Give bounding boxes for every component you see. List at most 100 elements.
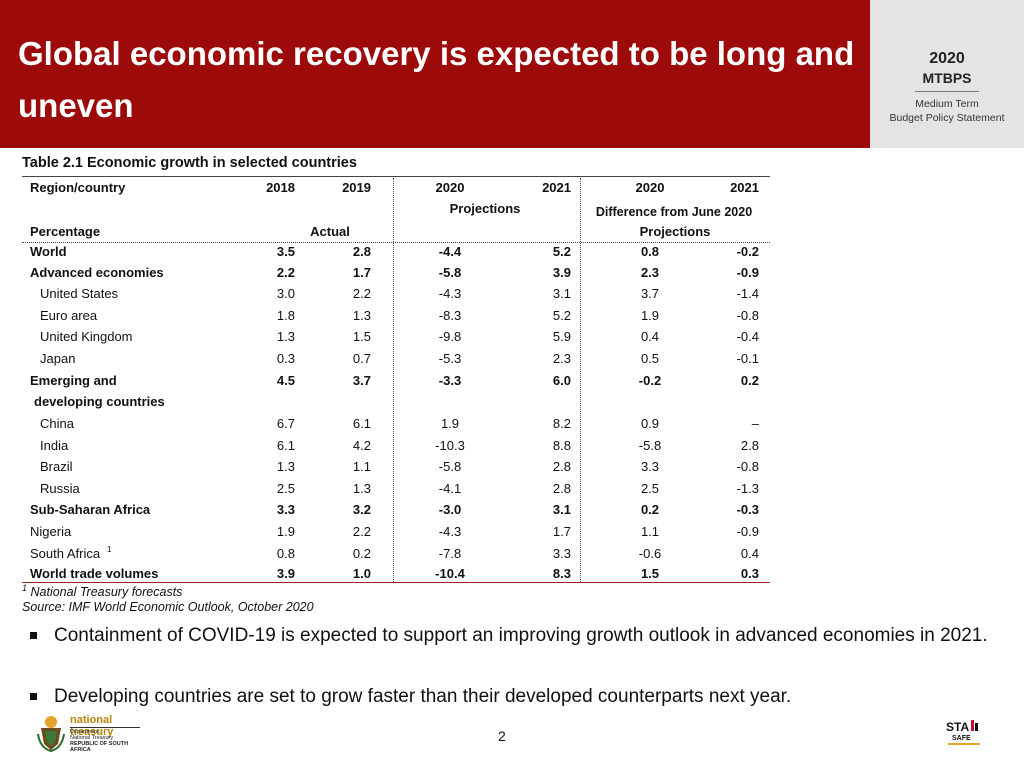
cell-2019: 1.5	[352, 329, 371, 344]
header-percentage: Percentage	[30, 224, 101, 239]
cell-proj-2020: -4.1	[438, 481, 462, 496]
row-label-continued: developing countries	[34, 394, 165, 409]
cell-2018: 4.5	[276, 373, 295, 388]
cell-diff-2020: 0.9	[640, 416, 660, 431]
bullet-2: Developing countries are set to grow fas…	[54, 686, 792, 707]
cell-diff-2020: -0.6	[638, 546, 662, 561]
cell-proj-2021: 8.8	[552, 438, 571, 453]
cell-diff-2020: 3.3	[640, 459, 660, 474]
cell-2018: 6.1	[276, 438, 295, 453]
header-proj-2020: 2020	[435, 180, 465, 195]
logo-sub2: National Treasury	[70, 735, 114, 741]
cell-diff-2021: -0.9	[736, 265, 759, 280]
cell-diff-2020: 3.7	[640, 286, 660, 301]
cell-2019: 2.8	[352, 244, 371, 259]
header-diff-2020: 2020	[635, 180, 665, 195]
header-difference: Difference from June 2020	[595, 205, 753, 219]
cell-2019: 1.3	[352, 308, 371, 323]
cell-proj-2021: 5.9	[552, 329, 571, 344]
brand-line1: Medium Term	[915, 98, 979, 110]
row-label: World	[30, 244, 67, 259]
header-projections: Projections	[449, 201, 521, 216]
cell-diff-2020: -0.2	[638, 373, 662, 388]
row-label: Advanced economies	[30, 265, 164, 280]
cell-proj-2021: 8.3	[552, 566, 571, 581]
cell-2018: 3.5	[276, 244, 295, 259]
cell-2018: 3.0	[276, 286, 295, 301]
cell-proj-2021: 2.3	[552, 351, 571, 366]
cell-diff-2021: -0.2	[736, 244, 759, 259]
cell-diff-2021: -0.1	[736, 351, 759, 366]
row-label: Brazil	[40, 459, 73, 474]
brand-year: 2020	[929, 50, 965, 67]
cell-2018: 1.3	[276, 459, 295, 474]
cell-proj-2020: -10.3	[435, 438, 465, 453]
cell-2018: 3.3	[276, 502, 295, 517]
header-region: Region/country	[30, 180, 126, 195]
cell-diff-2021: 0.2	[740, 373, 759, 388]
bullet-marker-2	[30, 693, 37, 700]
cell-proj-2020: -5.8	[438, 459, 462, 474]
header-bottom-rule	[22, 242, 770, 243]
cell-diff-2021: –	[751, 416, 759, 431]
logo-rule	[70, 727, 140, 728]
cell-2019: 1.1	[352, 459, 371, 474]
header-actual: Actual	[310, 224, 350, 239]
cell-2019: 0.2	[352, 546, 371, 561]
cell-proj-2020: 1.9	[440, 416, 460, 431]
header-diff-2021: 2021	[730, 180, 759, 195]
cell-proj-2020: -3.3	[438, 373, 462, 388]
logo-sub3: REPUBLIC OF SOUTH AFRICA	[70, 741, 129, 753]
footnote-text: National Treasury forecasts	[30, 585, 183, 600]
header-projections-2: Projections	[639, 224, 711, 239]
cell-diff-2020: 0.8	[640, 244, 660, 259]
header-proj-2021: 2021	[542, 180, 571, 195]
table-title: Table 2.1 Economic growth in selected co…	[22, 155, 357, 171]
cell-proj-2020: -9.8	[438, 329, 462, 344]
cell-2018: 1.8	[276, 308, 295, 323]
cell-diff-2021: -0.4	[736, 329, 759, 344]
cell-2018: 3.9	[276, 566, 295, 581]
row-label: United States	[40, 286, 119, 301]
logo-name: national treasury	[70, 714, 114, 738]
bullet-1: Containment of COVID-19 is expected to s…	[54, 625, 988, 646]
cell-proj-2020: -5.8	[438, 265, 462, 280]
national-treasury-logo: national treasury Department: National T…	[36, 714, 146, 754]
cell-diff-2020: 0.4	[640, 329, 660, 344]
row-label: Sub-Saharan Africa	[30, 502, 151, 517]
cell-2019: 2.2	[352, 524, 371, 539]
cell-diff-2020: 0.5	[640, 351, 660, 366]
cell-diff-2020: 1.9	[640, 308, 660, 323]
row-label: Emerging and	[30, 373, 117, 388]
svg-text:STA: STA	[946, 720, 969, 734]
cell-diff-2020: 1.5	[640, 566, 660, 581]
logo-sub1: Department:	[70, 729, 101, 735]
cell-diff-2021: -0.9	[736, 524, 759, 539]
cell-2019: 1.3	[352, 481, 371, 496]
cell-proj-2021: 5.2	[552, 308, 571, 323]
cell-diff-2021: -1.3	[736, 481, 759, 496]
cell-2018: 6.7	[276, 416, 295, 431]
cell-proj-2020: -5.3	[438, 351, 462, 366]
cell-diff-2020: 2.3	[640, 265, 660, 280]
cell-proj-2020: -10.4	[435, 566, 465, 581]
cell-diff-2021: -1.4	[736, 286, 759, 301]
header-2018: 2018	[266, 180, 295, 195]
cell-2019: 1.0	[352, 566, 371, 581]
table-top-rule	[22, 176, 770, 177]
cell-proj-2021: 2.8	[552, 459, 571, 474]
cell-2018: 1.3	[276, 329, 295, 344]
cell-proj-2020: -8.3	[438, 308, 462, 323]
header-2019: 2019	[342, 180, 371, 195]
cell-proj-2020: -4.3	[438, 524, 462, 539]
cell-diff-2021: 2.8	[740, 438, 759, 453]
divider-actual	[393, 178, 394, 582]
cell-2019: 0.7	[352, 351, 371, 366]
cell-proj-2021: 1.7	[552, 524, 571, 539]
coat-of-arms-icon	[37, 716, 65, 752]
row-label: United Kingdom	[40, 329, 133, 344]
cell-proj-2021: 3.3	[552, 546, 571, 561]
cell-2019: 6.1	[352, 416, 371, 431]
page-number: 2	[498, 728, 506, 744]
stats-sa-logo: STA SAFE	[946, 718, 982, 748]
